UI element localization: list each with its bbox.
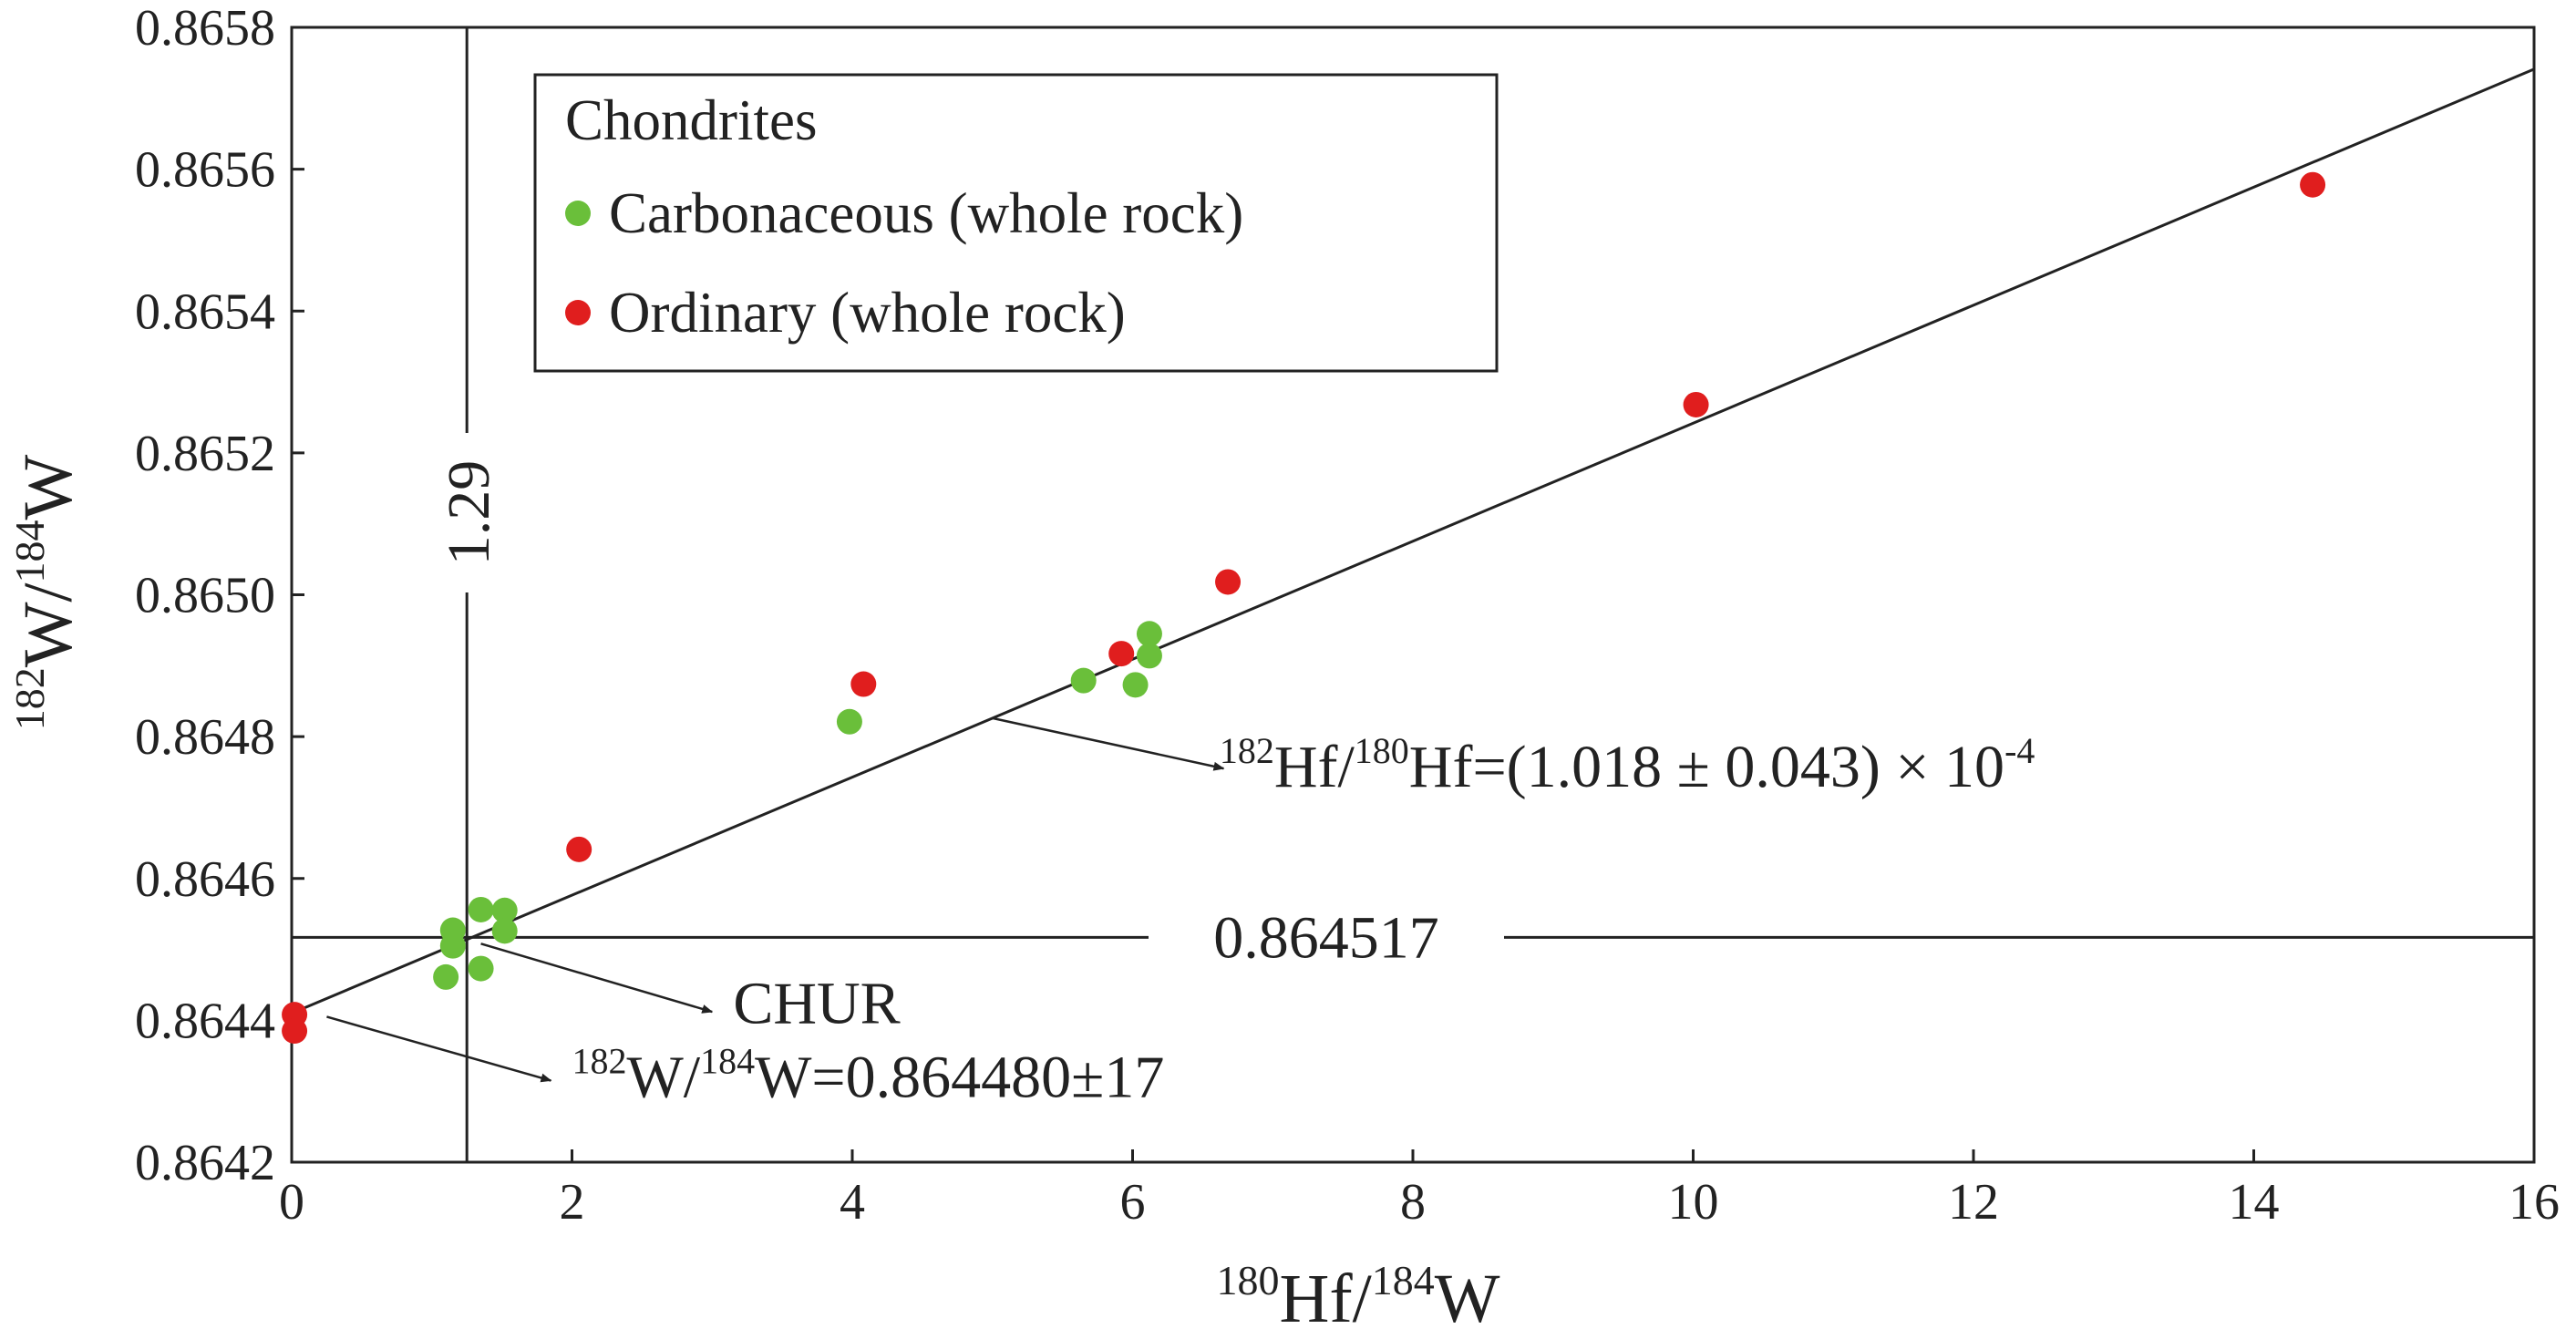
y-tick-label: 0.8650: [135, 568, 275, 624]
annotation-text: CHUR: [733, 971, 900, 1037]
annotation-text-part: W=0.864480±17: [755, 1045, 1164, 1111]
annotation-text-part: Hf=(1.018 ± 0.043) × 10: [1409, 734, 2004, 800]
legend-label-ordinary: Ordinary (whole rock): [609, 281, 1126, 345]
carbonaceous-point: [433, 963, 459, 990]
carbonaceous-point: [491, 918, 518, 944]
y-axis-title-sup1: 182: [6, 667, 53, 730]
x-tick-label: 14: [2229, 1174, 2280, 1231]
x-axis-title-base2: W: [1435, 1261, 1500, 1337]
y-tick-label: 0.8648: [135, 709, 275, 766]
x-axis-ticks: 0 2 4 6 8 10 12 14 16: [279, 1149, 2560, 1231]
y-tick-label: 0.8652: [135, 426, 275, 482]
annotation-text-part: CHUR: [733, 971, 900, 1037]
data-points: [282, 171, 2326, 1045]
y-tick-label: 0.8656: [135, 142, 275, 199]
ordinary-point: [1215, 569, 1242, 595]
x-tick-label: 10: [1668, 1174, 1719, 1231]
y-tick-label: 0.8642: [135, 1135, 275, 1191]
carbonaceous-point: [439, 932, 466, 959]
x-tick-label: 6: [1120, 1174, 1146, 1231]
legend-label-carbonaceous: Carbonaceous (whole rock): [609, 181, 1243, 245]
x-tick-label: 2: [560, 1174, 585, 1231]
x-axis-title-sup2: 184: [1372, 1257, 1435, 1303]
legend-title: Chondrites: [565, 88, 818, 152]
legend-marker-ordinary: [565, 300, 591, 325]
carbonaceous-point: [1070, 667, 1097, 694]
annotation-superscript: 184: [700, 1041, 755, 1082]
annotation-text: 182W/184W=0.864480±17: [572, 1041, 1165, 1111]
annotation-arrow: [480, 942, 714, 1014]
y-tick-label: 0.8654: [135, 283, 275, 340]
carbonaceous-point: [1122, 672, 1149, 698]
ordinary-point: [282, 1018, 308, 1045]
y-axis-title-sup2: 184: [6, 520, 53, 582]
legend: Chondrites Carbonaceous (whole rock) Ord…: [533, 73, 1499, 373]
x-axis-title-base1: Hf/: [1279, 1261, 1372, 1337]
ordinary-point: [1683, 391, 1709, 417]
carbonaceous-point: [1136, 621, 1162, 647]
y-axis-title: 182W/184W: [6, 454, 87, 730]
x-axis-title-sup1: 180: [1216, 1257, 1279, 1303]
ordinary-point: [850, 671, 877, 697]
y-tick-label: 0.8646: [135, 851, 275, 908]
annotation-superscript: 180: [1355, 730, 1409, 771]
horizontal-reference-label: 0.864517: [1213, 904, 1439, 971]
y-tick-label: 0.8658: [135, 0, 275, 57]
annotation-arrow: [326, 1015, 552, 1083]
annotations: 182Hf/180Hf=(1.018 ± 0.043) × 10-4CHUR18…: [326, 716, 2035, 1111]
x-tick-label: 16: [2509, 1174, 2560, 1231]
carbonaceous-point: [468, 955, 494, 982]
ordinary-point: [1108, 641, 1135, 667]
y-axis-title-base2: W: [10, 454, 87, 520]
legend-marker-carbonaceous: [565, 201, 591, 226]
y-axis-ticks: 0.8642 0.8644 0.8646 0.8648 0.8650 0.8652 0.86…: [135, 0, 304, 1191]
y-axis-title-base1: W/: [10, 582, 87, 668]
annotation-superscript: -4: [2004, 730, 2035, 771]
annotation-text-part: W/: [627, 1045, 701, 1111]
ordinary-point: [2300, 171, 2326, 198]
carbonaceous-point: [491, 897, 518, 923]
x-tick-label: 0: [279, 1174, 304, 1231]
carbonaceous-point: [1136, 643, 1162, 669]
y-tick-label: 0.8644: [135, 993, 275, 1049]
regression-line-group: [291, 67, 2535, 1015]
x-tick-label: 12: [1948, 1174, 1999, 1231]
annotation-text-part: Hf/: [1274, 734, 1355, 800]
annotation-superscript: 182: [572, 1041, 627, 1082]
annotation-text: 182Hf/180Hf=(1.018 ± 0.043) × 10-4: [1220, 730, 2035, 800]
annotation-superscript: 182: [1220, 730, 1274, 771]
reference-lines: 1.29 0.864517: [292, 27, 2534, 1162]
ordinary-point: [566, 836, 592, 862]
legend-box: [533, 73, 1499, 373]
annotation-arrow: [992, 716, 1225, 771]
regression-line: [291, 67, 2535, 1015]
x-axis-title: 180Hf/184W: [1216, 1257, 1499, 1337]
vertical-reference-label: 1.29: [436, 460, 502, 566]
x-tick-label: 4: [840, 1174, 865, 1231]
carbonaceous-point: [468, 896, 494, 922]
carbonaceous-point: [836, 708, 862, 735]
x-tick-label: 8: [1400, 1174, 1426, 1231]
